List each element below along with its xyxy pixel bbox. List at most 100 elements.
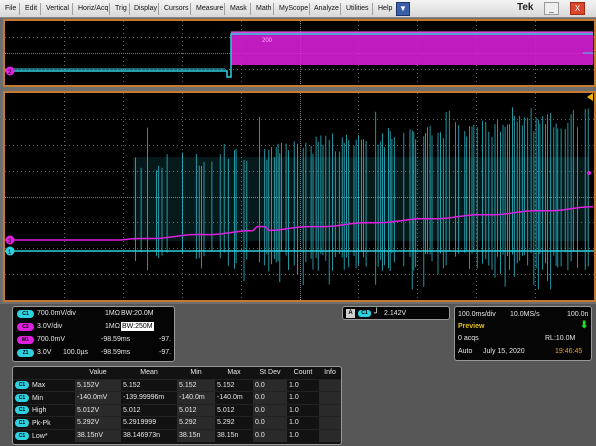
menu-analyze[interactable]: Analyze <box>314 5 339 12</box>
table-row[interactable]: C1 High 5.012V 5.012 5.012 5.012 0.0 1.0 <box>13 403 341 417</box>
menu-cursors[interactable]: Cursors <box>164 5 189 12</box>
zoom1-offset: -97. <box>159 349 172 356</box>
menu-vertical[interactable]: Vertical <box>46 5 69 12</box>
meas-value: 5.292V <box>75 416 121 429</box>
zoom1-timebase: 100.0µs <box>63 349 89 356</box>
overview-waveform-plot: 200 2 <box>5 21 594 85</box>
menu-myscope[interactable]: MyScope <box>279 5 309 12</box>
menu-separator <box>309 3 310 15</box>
ch1-spike-band <box>133 157 589 241</box>
horizontal-readout-panel[interactable]: 100.0ms/div 10.0MS/s 100.0n Preview ⬇ 0 … <box>454 306 592 361</box>
ch3-ground-marker[interactable] <box>5 235 15 245</box>
measurement-header-row: Value Mean Min Max St Dev Count Info <box>13 367 341 379</box>
trigger-channel-badge: C1 <box>358 310 371 317</box>
trigger-level: 2.142V <box>384 310 407 317</box>
header-count: Count <box>293 369 313 377</box>
menu-file[interactable]: File <box>5 5 17 12</box>
menu-separator <box>158 3 159 15</box>
meas-min: -140.0m <box>177 391 215 404</box>
ch1-marker-label: 1 <box>8 250 12 256</box>
meas-value: -140.0mV <box>75 391 121 404</box>
meas-count: 1.0 <box>287 378 319 392</box>
chevron-down-icon[interactable]: ▼ <box>396 2 410 16</box>
menu-utilities[interactable]: Utilities <box>346 5 369 12</box>
sample-rate: 10.0MS/s <box>510 311 540 318</box>
minimize-button[interactable]: _ <box>544 2 559 15</box>
meas-stdev: 0.0 <box>253 416 287 429</box>
meas-channel-badge: C1 <box>15 406 29 415</box>
readout-area: C1 700.0mV/div 1MΩ BW:20.0M C3 3.0V/div … <box>0 304 596 446</box>
measurement-panel[interactable]: Value Mean Min Max St Dev Count Info C1 M… <box>12 366 342 445</box>
meas-max: 5.012 <box>215 403 253 417</box>
meas-mean: -139.99996m <box>121 391 177 404</box>
table-row[interactable]: C1 Low* 38.15nV 38.146973n 38.15n 38.15n … <box>13 428 341 442</box>
ch3-badge: C3 <box>17 323 34 331</box>
ch3-marker-label: 3 <box>8 239 12 245</box>
channel-row-z1[interactable]: Z1 3.0V 100.0µs -98.59ms -97. <box>13 347 174 359</box>
meas-mean: 5.012 <box>121 403 177 417</box>
menu-separator <box>250 3 251 15</box>
menu-math[interactable]: Math <box>256 5 272 12</box>
trigger-readout-panel[interactable]: A C1 ╯ 2.142V <box>342 306 450 320</box>
ch1-bandwidth: BW:20.0M <box>121 310 154 317</box>
meas-value: 38.15nV <box>75 428 121 442</box>
overview-ch-marker[interactable] <box>5 66 15 76</box>
menu-mask[interactable]: Mask <box>230 5 247 12</box>
meas-min: 5.292 <box>177 416 215 429</box>
ch3-right-marker <box>587 171 591 175</box>
channel-row-m1[interactable]: M1 700.0mV -98.59ms -97. <box>13 334 174 346</box>
overview-ch3-envelope <box>231 32 593 65</box>
zoom1-badge: Z1 <box>17 349 34 357</box>
channel-readout-panel[interactable]: C1 700.0mV/div 1MΩ BW:20.0M C3 3.0V/div … <box>12 306 175 362</box>
horizontal-scale: 100.0ms/div <box>458 311 496 318</box>
time: 19:46:45 <box>555 348 583 355</box>
main-waveform-plot: 3 1 <box>5 93 594 300</box>
meas-name: Pk-Pk <box>32 419 51 427</box>
menu-trig[interactable]: Trig <box>115 5 127 12</box>
header-mean: Mean <box>140 369 158 377</box>
menu-separator <box>372 3 373 15</box>
table-row[interactable]: C1 Min -140.0mV -139.99996m -140.0m -140.… <box>13 391 341 404</box>
table-row[interactable]: C1 Pk-Pk 5.292V 5.2919999 5.292 5.292 0.0… <box>13 416 341 429</box>
meas-info <box>319 391 341 404</box>
meas-info <box>319 428 341 442</box>
trigger-level-icon[interactable] <box>587 93 593 101</box>
overview-label: 200 <box>262 38 273 44</box>
header-min: Min <box>190 369 202 377</box>
meas-mean: 38.146973n <box>121 428 177 442</box>
menu-horiz-acq[interactable]: Horiz/Acq <box>78 5 109 12</box>
trigger-source-letter: A <box>346 309 355 318</box>
ch1-ground-marker[interactable] <box>5 246 15 256</box>
meas-info <box>319 403 341 417</box>
menu-measure[interactable]: Measure <box>196 5 224 12</box>
channel-row-c1[interactable]: C1 700.0mV/div 1MΩ BW:20.0M <box>13 308 174 320</box>
table-row[interactable]: C1 Max 5.152V 5.152 5.152 5.152 0.0 1.0 <box>13 378 341 392</box>
meas-count: 1.0 <box>287 428 319 442</box>
meas-count: 1.0 <box>287 403 319 417</box>
menu-display[interactable]: Display <box>134 5 157 12</box>
close-button[interactable]: X <box>570 2 585 15</box>
header-stdev: St Dev <box>259 369 281 377</box>
meas-stdev: 0.0 <box>253 428 287 442</box>
meas-stdev: 0.0 <box>253 391 287 404</box>
date: July 15, 2020 <box>483 348 525 355</box>
main-waveform-pane[interactable]: 3 1 <box>3 91 596 302</box>
menu-help[interactable]: Help <box>378 5 393 12</box>
overview-waveform-pane[interactable]: 200 2 <box>3 19 596 87</box>
channel-row-c3[interactable]: C3 3.0V/div 1MΩ BW:250M <box>13 321 174 333</box>
meas-min: 38.15n <box>177 428 215 442</box>
menu-separator <box>109 3 110 15</box>
meas-mean: 5.2919999 <box>121 416 177 429</box>
menu-separator <box>40 3 41 15</box>
header-max: Max <box>227 369 241 377</box>
meas-mean: 5.152 <box>121 378 177 392</box>
main-grid <box>5 93 594 300</box>
math1-position: -98.59ms <box>101 336 131 343</box>
menu-separator <box>72 3 73 15</box>
menu-separator <box>129 3 130 15</box>
menu-edit[interactable]: Edit <box>25 5 38 12</box>
meas-channel-badge: C1 <box>15 393 29 402</box>
ch1-badge: C1 <box>17 310 34 318</box>
brand-logo: Tek <box>517 2 534 13</box>
header-value: Value <box>89 369 107 377</box>
